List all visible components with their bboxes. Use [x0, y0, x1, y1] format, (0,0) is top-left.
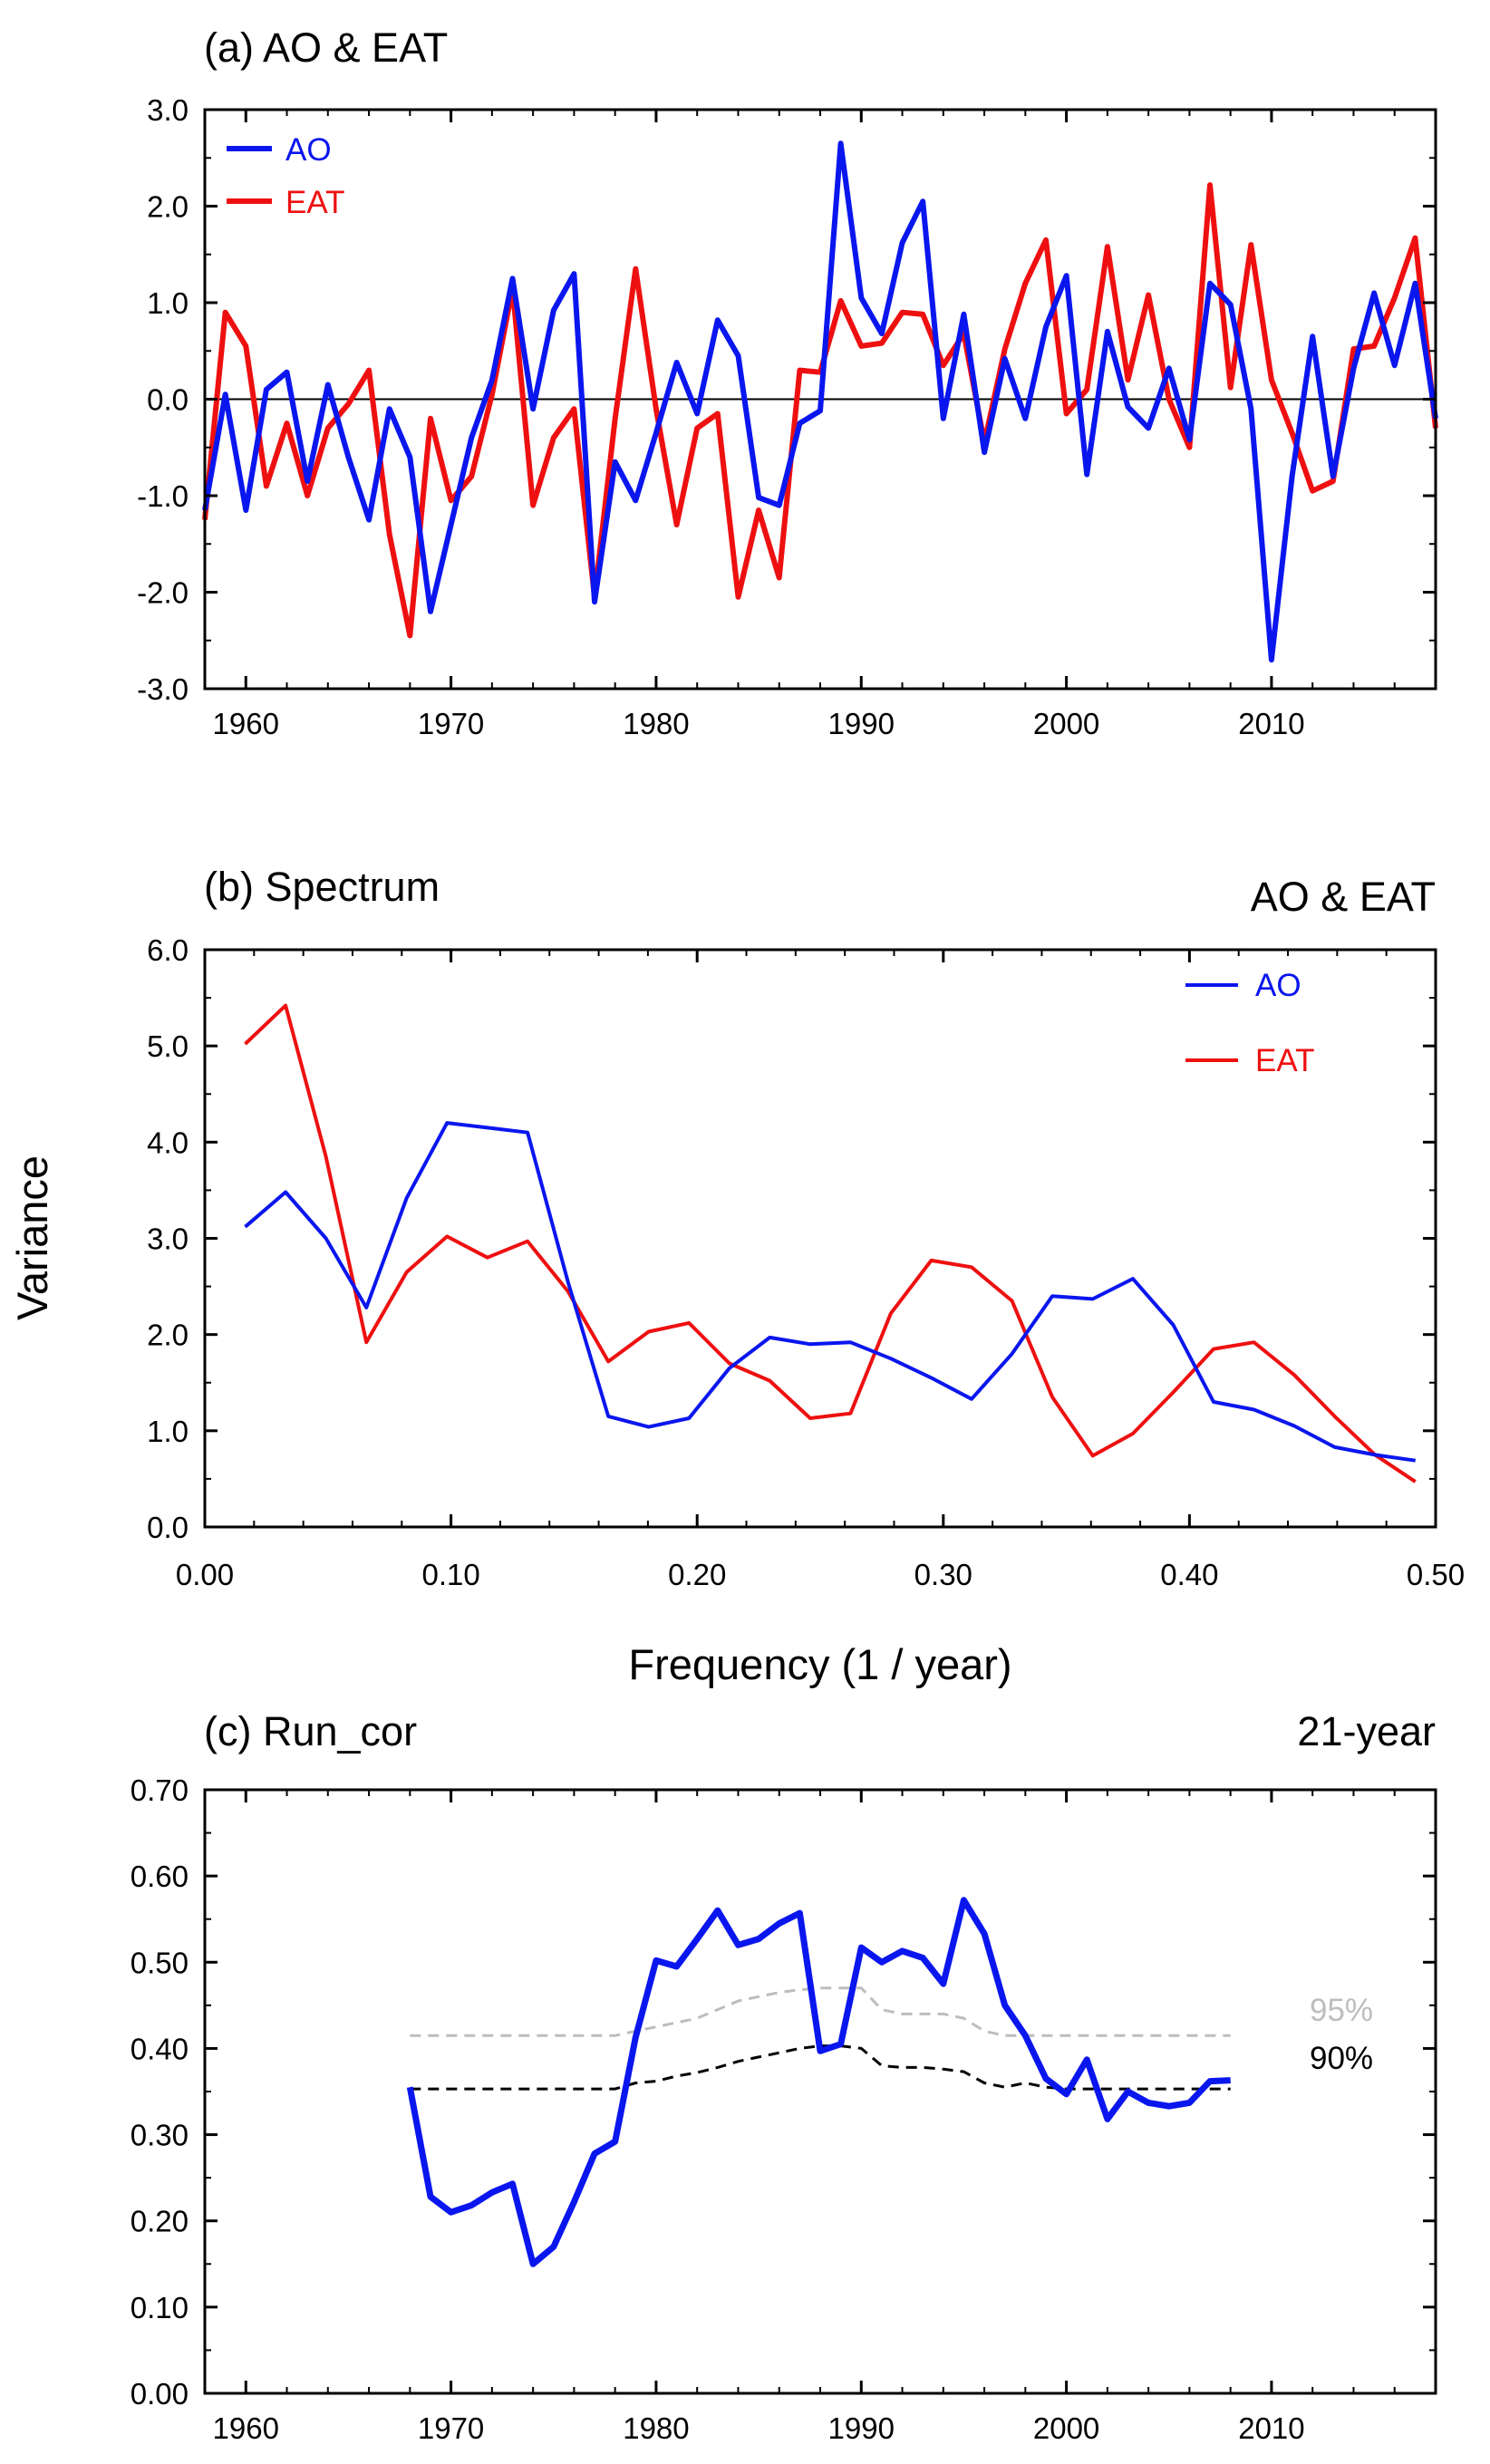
panel-b-ticks: 0.00 0.10 0.20 0.30 0.40 0.50 6.0 5.0 4.0 3.0 2.0 1… — [147, 933, 1465, 1591]
panel-a-plot-frame — [203, 108, 1437, 691]
panel-b: (b) Spectrum AO & EAT 0.00 0.10 0.20 0.30 0.… — [8, 864, 1465, 1688]
y-tick-label: 6.0 — [147, 933, 189, 967]
legend-ao-label: AO — [1255, 968, 1301, 1003]
panel-c-ticks: 1960 1970 1980 1990 2000 2010 0.70 0.60 0.50 0.40… — [131, 1773, 1437, 2445]
x-tick-label: 1960 — [213, 707, 279, 740]
panel-c-subtitle: 21-year — [1297, 1708, 1436, 1754]
panel-b-plot-frame — [203, 948, 1437, 1529]
legend-ao-label: AO — [285, 132, 332, 168]
legend-eat-label: EAT — [1255, 1043, 1314, 1078]
panel-b-legend: AO EAT — [1185, 968, 1314, 1078]
x-tick-label: 0.30 — [914, 1558, 972, 1591]
y-tick-label: -2.0 — [137, 576, 189, 610]
y-tick-label: -3.0 — [137, 672, 189, 706]
panel-a-title: (a) AO & EAT — [204, 24, 448, 71]
panel-c-series — [406, 1897, 1231, 2267]
ao-series-line — [202, 140, 1438, 663]
panel-a-ticks: 1960 1970 1980 1990 2000 2010 3.0 2.0 1.0 0.0 -1.0… — [137, 93, 1437, 740]
x-tick-label: 2000 — [1033, 707, 1099, 740]
panel-b-subtitle: AO & EAT — [1251, 874, 1436, 920]
y-tick-label: 3.0 — [147, 93, 189, 127]
panel-c-title: (c) Run_cor — [204, 1708, 417, 1754]
panel-a-series — [202, 140, 1438, 663]
panel-a-legend: AO EAT — [227, 132, 344, 220]
y-tick-label: 0.00 — [131, 2377, 189, 2411]
legend-eat-label: EAT — [285, 185, 344, 220]
x-tick-label: 1980 — [623, 707, 689, 740]
y-tick-label: 0.70 — [131, 1773, 189, 1807]
y-tick-label: 0.0 — [147, 383, 189, 417]
x-tick-label: 1980 — [623, 2411, 689, 2445]
ao-spectrum-line — [244, 1121, 1416, 1463]
sig90-dashed-line — [410, 2044, 1231, 2091]
panel-b-ylabel: Variance — [8, 1155, 56, 1320]
x-tick-label: 0.40 — [1160, 1558, 1218, 1591]
y-tick-label: 0.30 — [131, 2119, 189, 2152]
eat-spectrum-line — [244, 1003, 1417, 1483]
x-tick-label: 0.20 — [668, 1558, 726, 1591]
panel-b-series — [244, 1003, 1417, 1483]
y-tick-label: 0.60 — [131, 1860, 189, 1893]
x-tick-label: 0.00 — [176, 1558, 234, 1591]
y-tick-label: 0.50 — [131, 1946, 189, 1979]
eat-series-line — [202, 182, 1438, 639]
panel-c-plot-frame — [203, 1788, 1437, 2395]
x-tick-label: 2010 — [1238, 707, 1304, 740]
y-tick-label: 0.40 — [131, 2032, 189, 2065]
y-tick-label: 4.0 — [147, 1126, 189, 1159]
y-tick-label: 2.0 — [147, 190, 189, 224]
y-tick-label: 0.20 — [131, 2205, 189, 2238]
y-tick-label: 3.0 — [147, 1222, 189, 1256]
y-tick-label: -1.0 — [137, 479, 189, 513]
y-tick-label: 2.0 — [147, 1319, 189, 1352]
x-tick-label: 1960 — [213, 2411, 279, 2445]
x-tick-label: 0.10 — [421, 1558, 479, 1591]
x-tick-label: 1970 — [418, 2411, 484, 2445]
x-tick-label: 0.50 — [1407, 1558, 1465, 1591]
sig95-dashed-line — [410, 1986, 1231, 2037]
y-tick-label: 0.0 — [147, 1511, 189, 1544]
sig95-label: 95% — [1310, 1993, 1373, 2028]
y-tick-label: 1.0 — [147, 286, 189, 320]
x-tick-label: 1990 — [828, 707, 895, 740]
panel-b-xlabel: Frequency (1 / year) — [628, 1640, 1011, 1688]
y-tick-label: 0.10 — [131, 2291, 189, 2324]
x-tick-label: 2000 — [1033, 2411, 1099, 2445]
y-tick-label: 5.0 — [147, 1029, 189, 1063]
y-tick-label: 1.0 — [147, 1415, 189, 1448]
running-correlation-line — [406, 1897, 1231, 2267]
panel-b-title: (b) Spectrum — [204, 864, 440, 910]
sig90-label: 90% — [1310, 2041, 1373, 2076]
x-tick-label: 1970 — [418, 707, 484, 740]
panel-a: (a) AO & EAT 1960 1970 1980 1990 2000 2010 3.0… — [137, 24, 1438, 740]
x-tick-label: 1990 — [828, 2411, 895, 2445]
x-tick-label: 2010 — [1238, 2411, 1304, 2445]
panel-c: (c) Run_cor 21-year 1960 1970 1980 1990 2000… — [131, 1708, 1437, 2445]
